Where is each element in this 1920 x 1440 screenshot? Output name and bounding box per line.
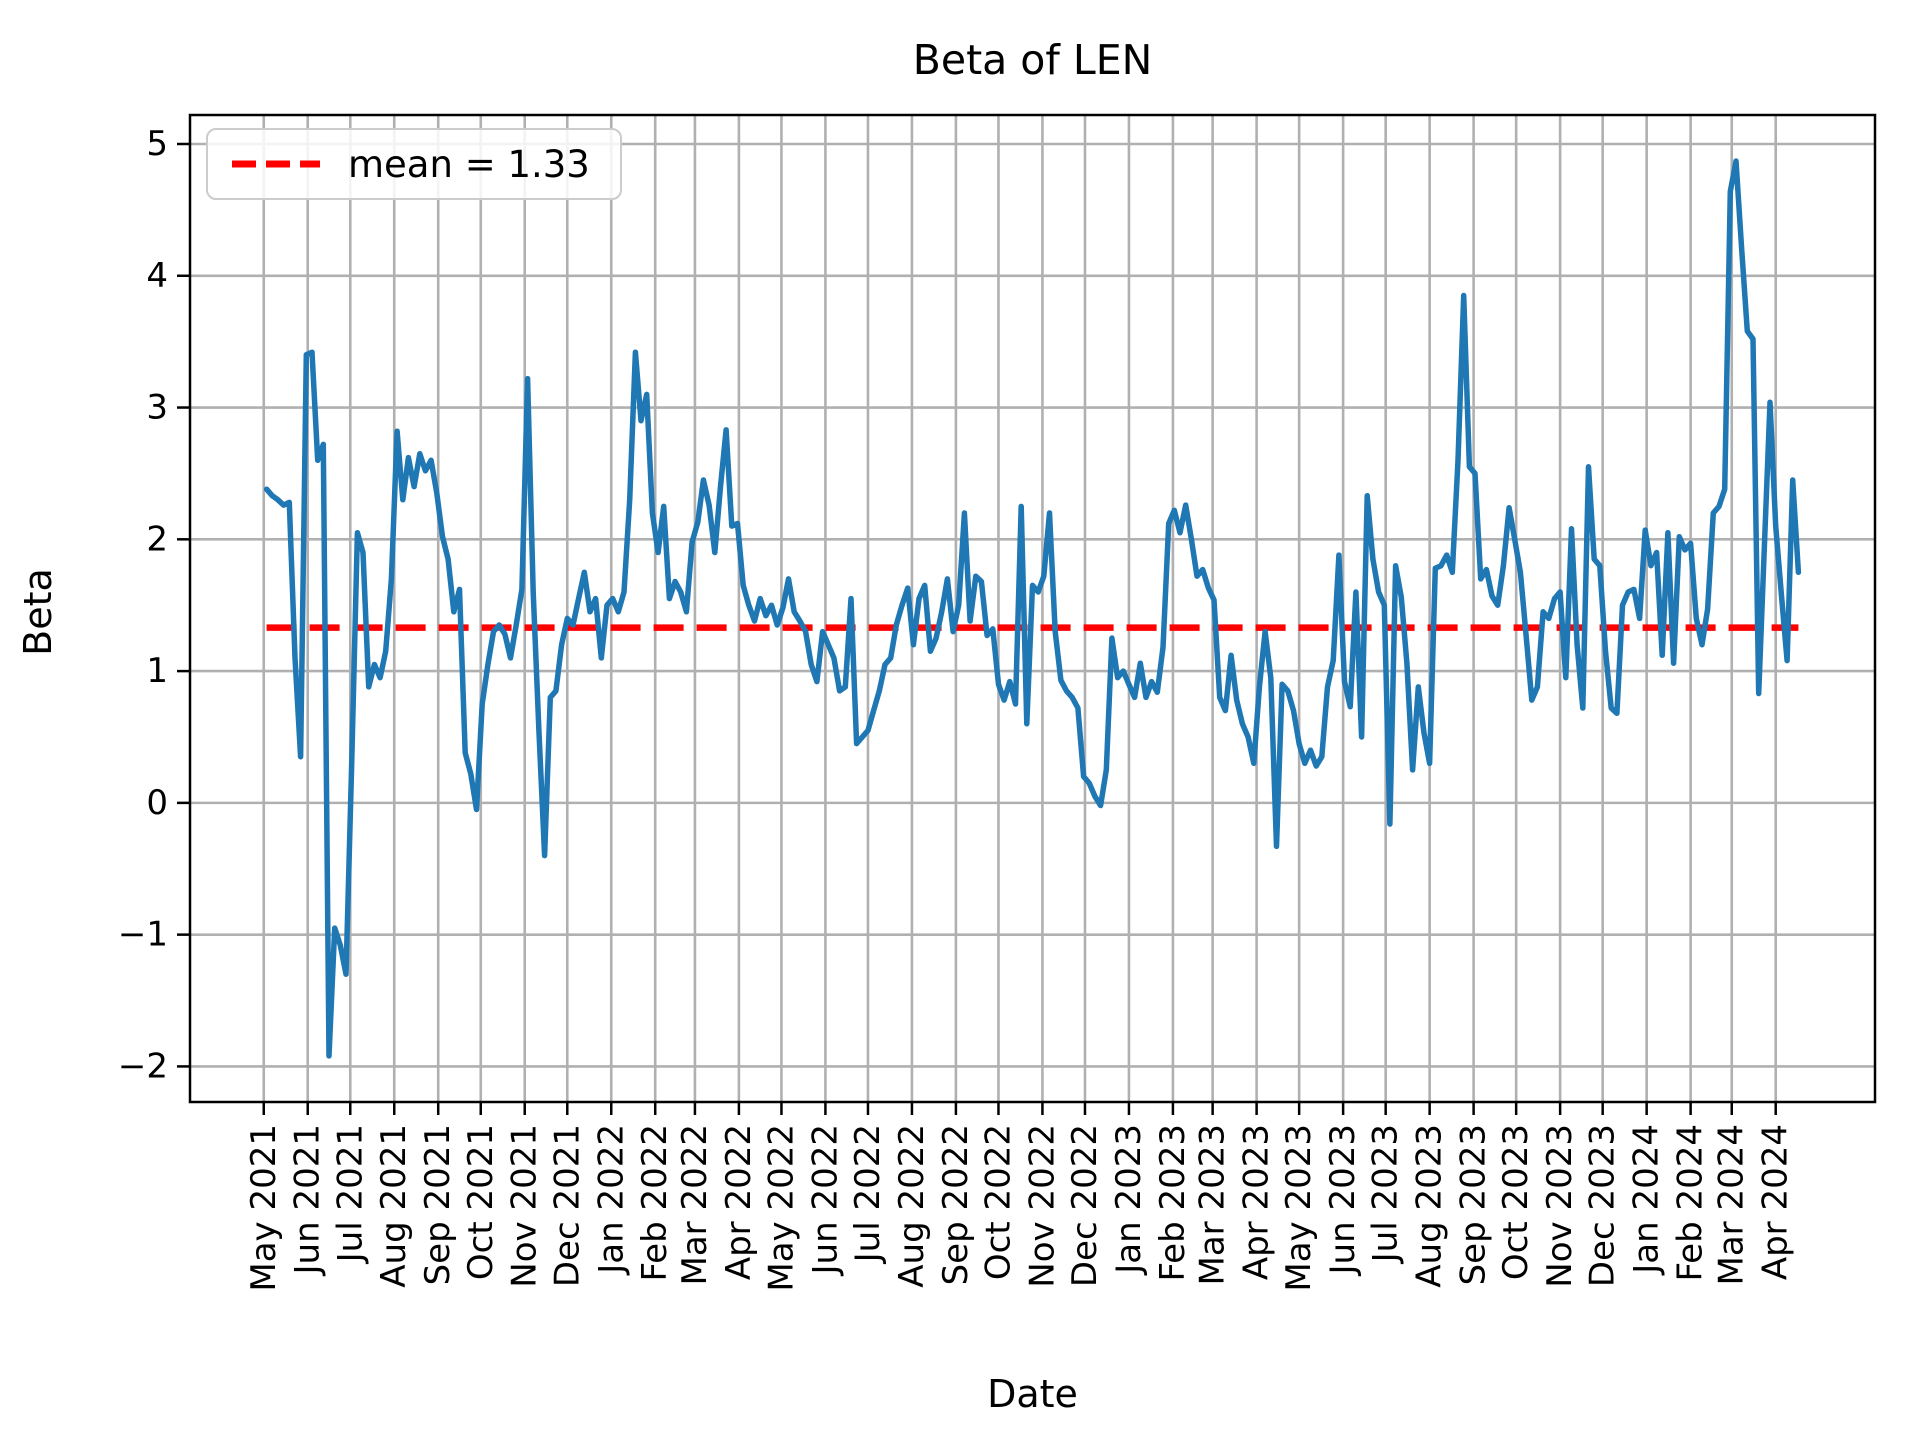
legend-label: mean = 1.33 (348, 142, 590, 186)
x-tick-label: Apr 2022 (719, 1124, 759, 1280)
x-tick-label: Aug 2021 (374, 1124, 414, 1288)
legend: mean = 1.33 (206, 128, 622, 200)
x-tick-label: Mar 2022 (675, 1124, 715, 1285)
x-tick-label: Jun 2022 (805, 1124, 845, 1276)
x-tick-label: Jul 2022 (848, 1124, 888, 1264)
x-tick-label: Dec 2023 (1583, 1124, 1623, 1287)
y-tick-label: 0 (146, 783, 168, 823)
x-tick-label: Jul 2023 (1366, 1124, 1406, 1264)
y-tick-label: 4 (146, 256, 168, 296)
x-tick-label: Jul 2021 (330, 1124, 370, 1264)
beta-line (263, 158, 1802, 1059)
chart-title: Beta of LEN (912, 36, 1153, 84)
x-tick-label: Jan 2022 (591, 1124, 631, 1276)
x-tick-label: Dec 2022 (1065, 1124, 1105, 1287)
y-axis-label: Beta (16, 568, 60, 656)
x-tick-label: Oct 2021 (461, 1124, 501, 1280)
x-tick-label: Mar 2023 (1193, 1124, 1233, 1285)
x-tick-label: Jan 2023 (1109, 1124, 1149, 1276)
x-tick-label: Aug 2023 (1410, 1124, 1450, 1288)
x-tick-label: Feb 2023 (1153, 1124, 1193, 1282)
y-tick-label: 5 (146, 124, 168, 164)
x-tick-label: Nov 2021 (505, 1124, 545, 1288)
x-tick-label: May 2021 (244, 1124, 284, 1292)
y-tick-label: 1 (146, 651, 168, 691)
x-tick-label: Jan 2024 (1627, 1124, 1667, 1276)
x-tick-label: May 2023 (1279, 1124, 1319, 1292)
x-tick-label: Jun 2021 (288, 1124, 328, 1276)
plot-frame (188, 113, 1877, 1104)
y-tick-label: 2 (146, 519, 168, 559)
x-axis-label: Date (987, 1372, 1078, 1416)
x-tick-label: Oct 2023 (1496, 1124, 1536, 1280)
x-tick-label: Aug 2022 (892, 1124, 932, 1288)
y-tick-label: 3 (146, 388, 168, 428)
x-tick-label: Sep 2021 (418, 1124, 458, 1285)
y-tick-label: −1 (118, 915, 168, 955)
x-tick-label: Nov 2023 (1540, 1124, 1580, 1288)
x-tick-label: Feb 2024 (1671, 1124, 1711, 1282)
x-tick-label: Apr 2023 (1237, 1124, 1277, 1280)
x-tick-label: Sep 2022 (936, 1124, 976, 1285)
mean-line-swatch (232, 160, 320, 168)
x-tick-label: May 2022 (761, 1124, 801, 1292)
x-tick-label: Nov 2022 (1022, 1124, 1062, 1288)
y-tick-label: −2 (118, 1046, 168, 1086)
x-tick-label: Sep 2023 (1454, 1124, 1494, 1285)
x-tick-label: Oct 2022 (978, 1124, 1018, 1280)
x-tick-label: Dec 2021 (547, 1124, 587, 1287)
x-tick-label: Apr 2024 (1756, 1124, 1796, 1280)
x-tick-label: Mar 2024 (1712, 1124, 1752, 1285)
x-tick-label: Jun 2023 (1323, 1124, 1363, 1276)
x-tick-label: Feb 2022 (635, 1124, 675, 1282)
